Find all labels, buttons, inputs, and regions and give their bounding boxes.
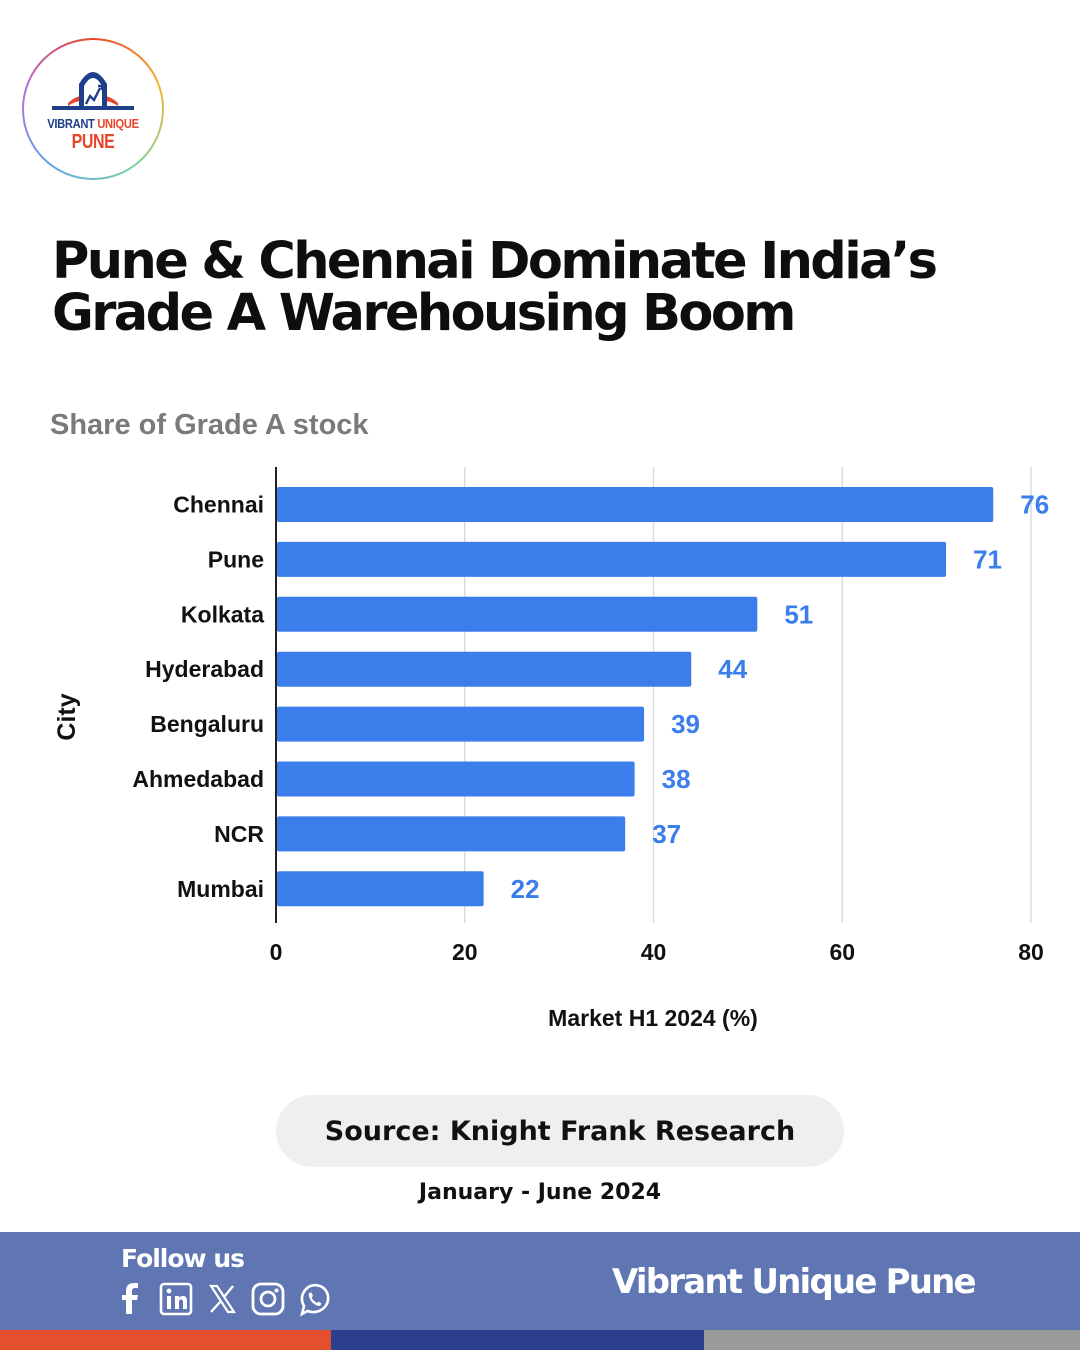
logo-line-1: VIBRANT UNIQUE: [47, 116, 139, 131]
category-label: Ahmedabad: [132, 766, 264, 792]
source-badge: Source: Knight Frank Research: [276, 1095, 844, 1167]
logo-line-2: PUNE: [71, 131, 115, 153]
value-label: 71: [973, 544, 1002, 574]
category-label: Chennai: [173, 492, 264, 518]
instagram-icon[interactable]: [250, 1280, 286, 1318]
bar: [277, 706, 645, 742]
category-label: Mumbai: [177, 876, 264, 902]
x-tick-label: 60: [829, 939, 855, 965]
category-label: Pune: [208, 546, 264, 572]
social-links: [112, 1280, 332, 1318]
bar: [277, 651, 692, 687]
value-label: 22: [511, 874, 540, 904]
value-label: 76: [1020, 490, 1049, 520]
title-line-1: Pune & Chennai Dominate India’s: [52, 232, 938, 291]
bar: [277, 816, 626, 852]
page-title: Pune & Chennai Dominate India’s Grade A …: [52, 236, 1032, 340]
footer-brand-name: Vibrant Unique Pune: [612, 1262, 977, 1302]
facebook-icon[interactable]: [112, 1280, 148, 1318]
footer-stripe-gray: [704, 1330, 1080, 1350]
title-line-2: Grade A Warehousing Boom: [52, 284, 796, 343]
bar-chart: 0 20 40 60 80 Chennai 76 Pune 71 Kolkata 51 Hyderab…: [53, 467, 1049, 1031]
brand-logo: VIBRANT UNIQUE PUNE: [22, 38, 164, 180]
source-period: January - June 2024: [418, 1180, 662, 1205]
footer-stripe-navy: [331, 1330, 704, 1350]
chart-subtitle: Share of Grade A stock: [50, 409, 369, 441]
bar: [277, 761, 635, 797]
x-tick-label: 20: [452, 939, 478, 965]
value-label: 39: [671, 709, 700, 739]
value-label: 44: [718, 654, 747, 684]
bar: [277, 596, 758, 632]
whatsapp-icon[interactable]: [296, 1280, 332, 1318]
x-axis-title: Market H1 2024 (%): [548, 1005, 758, 1031]
category-label: Bengaluru: [150, 711, 264, 737]
category-label: Hyderabad: [145, 656, 264, 682]
footer-bar: Follow us Vibrant Unique Pune: [0, 1232, 1080, 1330]
logo-emblem-icon: [52, 72, 134, 110]
footer-stripe-orange: [0, 1330, 331, 1350]
y-axis-title: City: [53, 693, 81, 740]
bar: [277, 487, 994, 522]
x-tick-label: 40: [641, 939, 667, 965]
value-label: 37: [652, 819, 681, 849]
follow-label: Follow us: [121, 1244, 245, 1273]
linkedin-icon[interactable]: [158, 1280, 194, 1318]
value-label: 51: [784, 599, 813, 629]
bar: [277, 871, 484, 907]
x-icon[interactable]: [204, 1280, 240, 1318]
category-label: NCR: [214, 821, 264, 847]
value-label: 38: [662, 764, 691, 794]
bar: [277, 541, 947, 577]
x-tick-label: 80: [1018, 939, 1044, 965]
category-label: Kolkata: [181, 601, 264, 627]
x-tick-label: 0: [270, 939, 283, 965]
